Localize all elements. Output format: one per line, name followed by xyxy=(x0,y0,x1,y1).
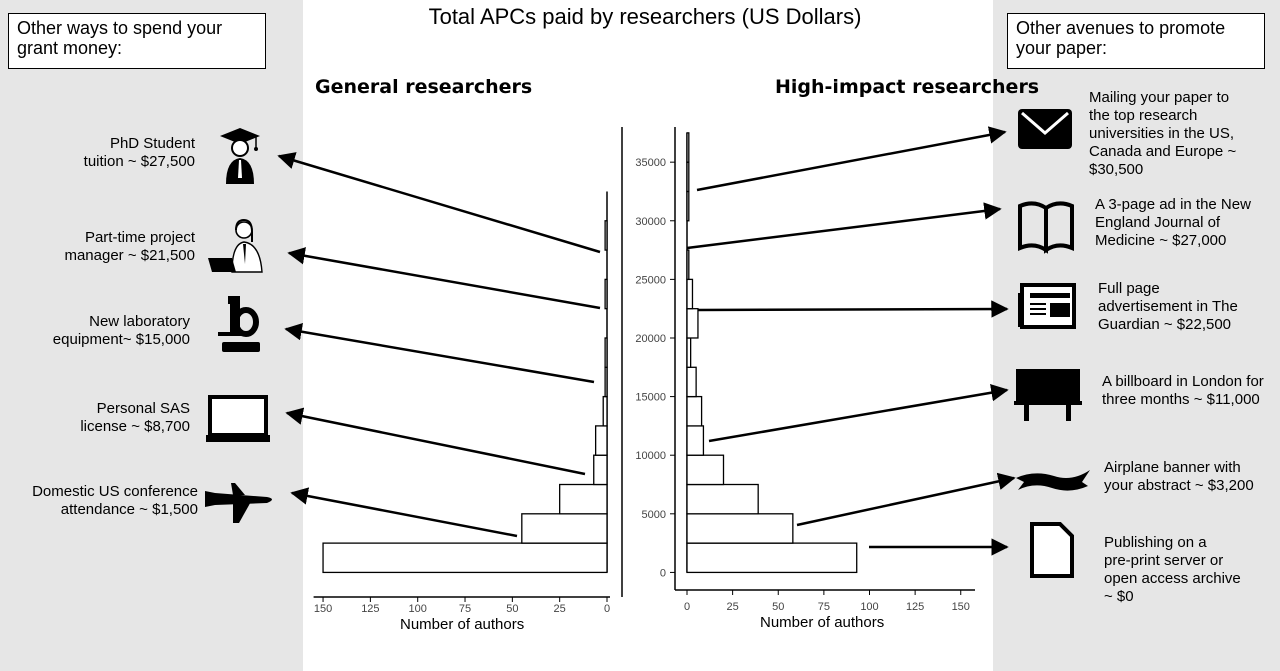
right-item-guardian: Full page advertisement in The Guardian … xyxy=(1098,280,1238,333)
newspaper-icon xyxy=(1018,283,1076,329)
arrows-left xyxy=(277,152,601,538)
right-item-preprint: Publishing on a pre-print server or open… xyxy=(1104,534,1241,605)
laptop-icon xyxy=(206,395,270,442)
arrow-lab xyxy=(284,323,595,384)
right-bar-9 xyxy=(686,278,694,310)
left-bar-1 xyxy=(521,513,608,544)
left-side-panel xyxy=(0,0,303,671)
left-bar-9 xyxy=(604,278,608,310)
billboard-icon xyxy=(1014,369,1082,421)
arrow-banner xyxy=(796,472,1016,527)
left-bar-11 xyxy=(604,220,608,251)
left-bar-0 xyxy=(322,542,608,574)
right-x-tick-label-5: 125 xyxy=(906,601,924,613)
right-item-mailing: Mailing your paper to the top research u… xyxy=(1089,89,1237,178)
right-x-tick-label-4: 100 xyxy=(860,601,878,613)
right-bar-6 xyxy=(686,366,697,398)
left-info-box: Other ways to spend your grant money: xyxy=(8,13,266,69)
right-x-tick-label-0: 0 xyxy=(684,601,690,613)
right-bar-8 xyxy=(686,308,699,339)
right-info-box: Other avenues to promote your paper: xyxy=(1007,13,1265,69)
right-bar-13 xyxy=(686,161,690,193)
right-item-banner: Airplane banner with your abstract ~ $3,… xyxy=(1104,459,1254,494)
right-bar-10 xyxy=(686,249,690,281)
right-y-tick-label-1: 5000 xyxy=(642,509,666,521)
right-x-tick-label-3: 75 xyxy=(818,601,830,613)
right-x-tick-label-1: 25 xyxy=(727,601,739,613)
left-x-tick-label-2: 100 xyxy=(409,603,427,615)
right-y-tick-label-6: 30000 xyxy=(635,216,666,228)
right-item-nejm: A 3-page ad in the New England Journal o… xyxy=(1095,196,1251,249)
envelope-icon xyxy=(1018,109,1072,149)
left-x-tick-label-1: 125 xyxy=(361,603,379,615)
right-bar-3 xyxy=(686,454,725,486)
right-x-tick-label-6: 150 xyxy=(952,601,970,613)
open-book-icon xyxy=(1018,201,1074,254)
left-bar-6 xyxy=(604,366,608,398)
left-item-phd: PhD Student tuition ~ $27,500 xyxy=(83,135,195,170)
arrow-conference xyxy=(290,487,518,538)
left-x-tick-label-0: 150 xyxy=(314,603,332,615)
graduate-icon xyxy=(220,128,260,184)
right-x-axis-title: Number of authors xyxy=(760,614,885,631)
office-worker-icon xyxy=(208,218,263,273)
right-y-tick-label-3: 15000 xyxy=(635,392,666,404)
right-chart-title: High-impact researchers xyxy=(775,76,1040,98)
left-x-tick-label-4: 50 xyxy=(506,603,518,615)
right-bar-12 xyxy=(686,190,690,222)
left-bar-5 xyxy=(602,395,608,427)
right-y-tick-label-4: 20000 xyxy=(635,333,666,345)
arrow-sas xyxy=(285,407,586,476)
left-bar-2 xyxy=(559,483,608,515)
left-bar-7 xyxy=(604,337,608,368)
arrow-mailing xyxy=(696,126,1007,192)
right-x-tick-label-2: 50 xyxy=(772,601,784,613)
left-item-lab: New laboratory equipment~ $15,000 xyxy=(52,313,190,348)
arrows-right xyxy=(686,126,1016,556)
arrow-guardian xyxy=(695,300,1009,318)
right-y-tick-label-7: 35000 xyxy=(635,157,666,169)
left-bar-4 xyxy=(594,425,608,456)
right-bar-1 xyxy=(686,513,794,544)
airplane-icon xyxy=(205,483,272,523)
left-x-axis-title: Number of authors xyxy=(400,616,525,633)
right-y-tick-label-0: 0 xyxy=(660,567,666,579)
microscope-icon xyxy=(218,296,260,352)
arrow-phd xyxy=(277,152,601,254)
left-x-tick-label-3: 75 xyxy=(459,603,471,615)
right-bar-5 xyxy=(686,395,703,427)
left-x-tick-label-5: 25 xyxy=(554,603,566,615)
main-title: Total APCs paid by researchers (US Dolla… xyxy=(428,4,862,29)
arrow-nejm xyxy=(686,202,1002,250)
right-bar-14 xyxy=(686,132,690,163)
right-histogram: 0 5000 10000 15000 20000 25000 30000 35000 0 25 50… xyxy=(635,127,975,613)
right-bar-4 xyxy=(686,425,705,456)
document-icon xyxy=(1030,522,1074,578)
arrow-manager xyxy=(287,247,601,310)
right-bar-2 xyxy=(686,483,759,515)
right-bar-7 xyxy=(686,337,692,368)
left-histogram: 150 125 100 75 50 25 0 xyxy=(313,127,623,615)
left-chart-title: General researchers xyxy=(315,76,533,98)
left-item-conference: Domestic US conference attendance ~ $1,5… xyxy=(32,483,198,518)
left-x-tick-label-6: 0 xyxy=(604,603,610,615)
right-y-tick-label-2: 10000 xyxy=(635,450,666,462)
left-item-sas: Personal SAS license ~ $8,700 xyxy=(80,400,190,435)
right-bar-0 xyxy=(686,542,858,574)
arrow-billboard xyxy=(708,384,1009,443)
right-y-tick-label-5: 25000 xyxy=(635,274,666,286)
left-bar-3 xyxy=(593,454,608,486)
left-item-manager: Part-time project manager ~ $21,500 xyxy=(64,229,195,264)
right-item-billboard: A billboard in London for three months ~… xyxy=(1102,373,1264,408)
banner-icon xyxy=(1016,470,1090,491)
